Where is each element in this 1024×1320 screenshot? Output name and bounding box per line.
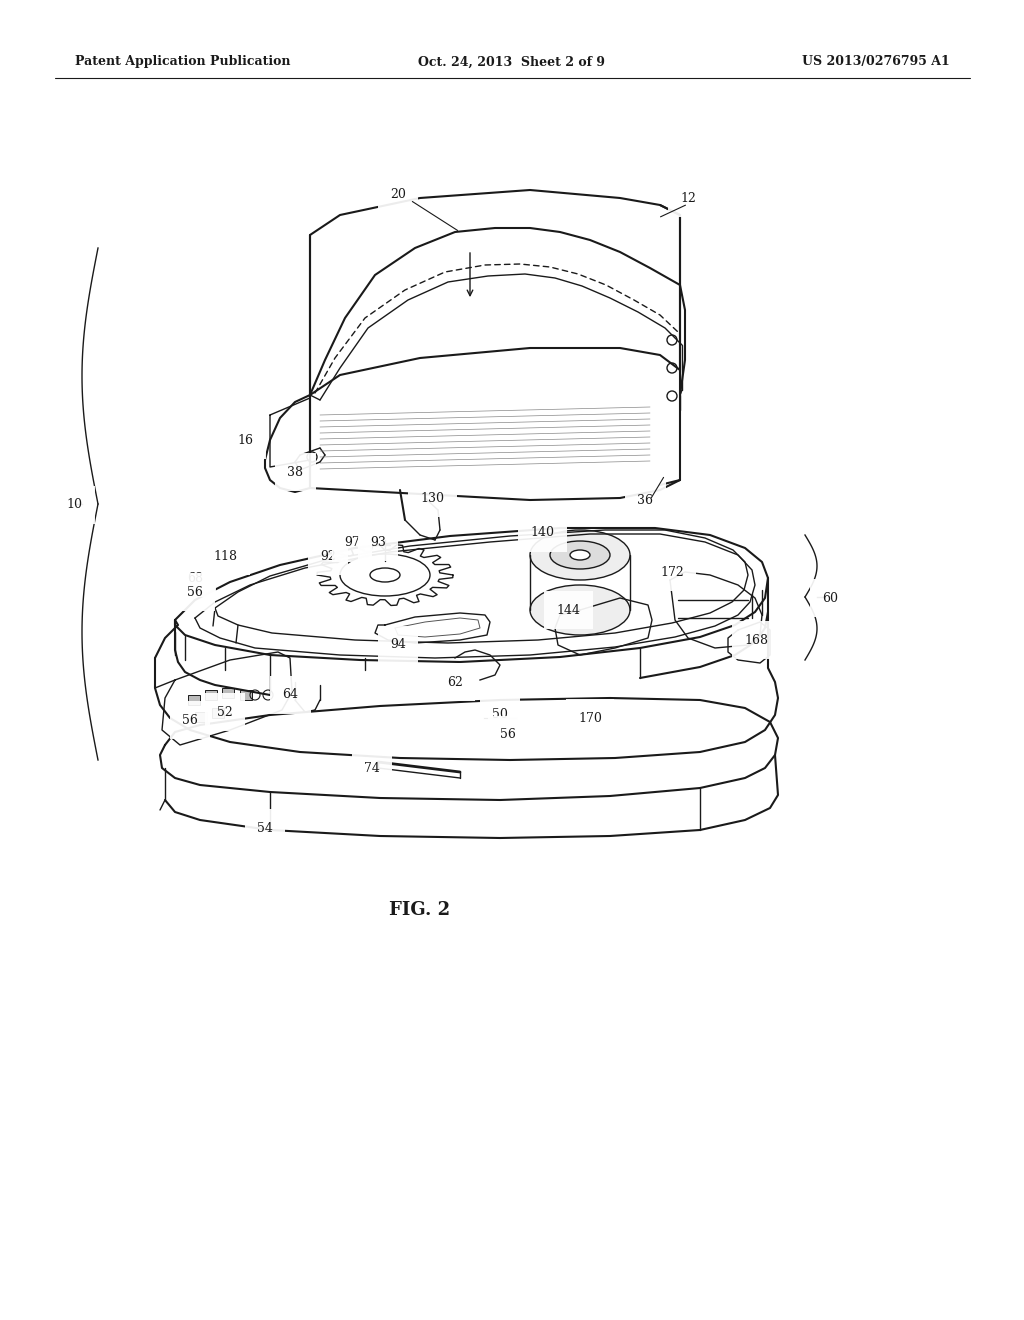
Bar <box>240 690 252 700</box>
Bar <box>222 688 234 698</box>
Text: 60: 60 <box>822 591 838 605</box>
Text: 20: 20 <box>390 189 406 202</box>
Ellipse shape <box>340 554 430 597</box>
Ellipse shape <box>530 585 630 635</box>
Text: 56: 56 <box>187 586 203 598</box>
Text: 64: 64 <box>282 689 298 701</box>
Text: 16: 16 <box>237 433 253 446</box>
Bar <box>188 696 200 705</box>
Ellipse shape <box>530 531 630 579</box>
Text: 38: 38 <box>287 466 303 479</box>
Text: 130: 130 <box>420 491 444 504</box>
Text: 144: 144 <box>556 603 580 616</box>
Text: 140: 140 <box>530 527 554 540</box>
Ellipse shape <box>370 568 400 582</box>
Text: 168: 168 <box>744 634 768 647</box>
Text: 62: 62 <box>447 676 463 689</box>
Text: Patent Application Publication: Patent Application Publication <box>75 55 291 69</box>
Text: 170: 170 <box>579 711 602 725</box>
Bar <box>212 708 224 718</box>
Text: 94: 94 <box>390 639 406 652</box>
Text: FIG. 2: FIG. 2 <box>389 902 451 919</box>
Text: 12: 12 <box>680 191 696 205</box>
Text: 36: 36 <box>637 494 653 507</box>
Ellipse shape <box>550 541 610 569</box>
Text: 52: 52 <box>217 705 232 718</box>
Text: 50: 50 <box>493 709 508 722</box>
Text: Oct. 24, 2013  Sheet 2 of 9: Oct. 24, 2013 Sheet 2 of 9 <box>419 55 605 69</box>
Text: 118: 118 <box>213 549 237 562</box>
Text: 92: 92 <box>321 549 336 562</box>
Text: 97: 97 <box>344 536 359 549</box>
Text: US 2013/0276795 A1: US 2013/0276795 A1 <box>802 55 950 69</box>
Text: 68: 68 <box>187 572 203 585</box>
Text: 54: 54 <box>257 821 273 834</box>
Bar <box>205 690 217 700</box>
Text: 93: 93 <box>370 536 386 549</box>
Bar <box>195 711 207 722</box>
Ellipse shape <box>570 550 590 560</box>
Text: 56: 56 <box>500 729 516 742</box>
Text: 172: 172 <box>660 565 684 578</box>
Text: 10: 10 <box>66 499 82 511</box>
Text: 74: 74 <box>365 762 380 775</box>
Text: 56: 56 <box>182 714 198 726</box>
